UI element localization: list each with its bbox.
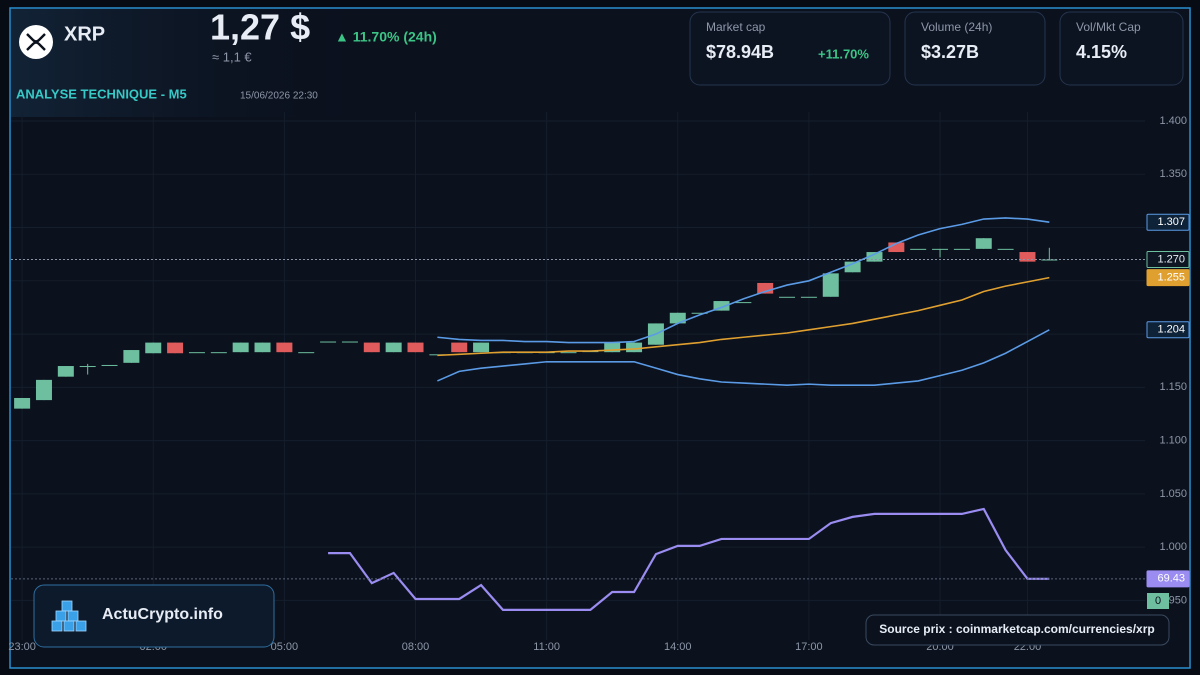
y-tick-label: 1.400 (1159, 115, 1187, 127)
change: ▲ 11.70% (24h) (335, 29, 437, 45)
candle-body (560, 352, 577, 354)
candle-body (800, 296, 817, 298)
x-tick-label: 23:00 (8, 641, 36, 653)
candle-body (932, 248, 949, 250)
candle-body (779, 296, 796, 298)
price-tag-label: 1.204 (1157, 324, 1185, 336)
candle-body (691, 312, 708, 314)
price: 1,27 $ (210, 7, 310, 48)
y-tick-label: 1.000 (1159, 541, 1187, 553)
candle-body (14, 397, 31, 409)
candle-body (167, 342, 184, 354)
candle-body (1041, 259, 1058, 261)
candle-body (822, 273, 839, 297)
x-tick-label: 08:00 (402, 641, 430, 653)
card-value: 4.15% (1076, 42, 1127, 62)
candle-body (713, 301, 730, 311)
symbol: XRP (64, 23, 105, 45)
card-change: +11.70% (818, 46, 869, 61)
candle-body (341, 341, 358, 343)
card-label: Vol/Mkt Cap (1076, 20, 1141, 34)
price-tag-label: 69.43 (1157, 573, 1185, 585)
candle-body (57, 366, 74, 377)
source-box (865, 614, 1170, 646)
logo-mark (26, 33, 46, 51)
y-tick-label: 1.100 (1159, 434, 1187, 446)
indicator-line (437, 217, 1050, 344)
price-tag (1146, 570, 1190, 588)
price-tag (1146, 321, 1190, 339)
candle-body (735, 302, 752, 304)
candle-body (910, 248, 927, 250)
candle-body (385, 342, 402, 353)
card (689, 11, 891, 86)
price-tag (1146, 269, 1190, 287)
indicator-line (437, 329, 1050, 386)
card (1059, 11, 1184, 86)
volume-tag-label: 0 (1155, 595, 1161, 607)
y-tick-label: 1.350 (1159, 168, 1187, 180)
card-value: $3.27B (921, 42, 979, 62)
candle-body (363, 342, 380, 353)
y-tick-label: 1.050 (1159, 488, 1187, 500)
candle-body (626, 342, 643, 353)
candle-body (145, 342, 162, 354)
candle-body (320, 341, 337, 343)
candle-body (35, 379, 52, 401)
candle-body (79, 366, 96, 368)
candle-body (254, 342, 271, 353)
price-tag (1146, 213, 1190, 231)
candle-body (975, 238, 992, 249)
candle-body (844, 261, 861, 273)
volume-tag (1147, 593, 1169, 609)
brand-logo (51, 600, 87, 632)
price-eur: ≈ 1,1 € (212, 49, 252, 64)
plot: 1.4001.3501.3001.2501.2001.1501.1001.050… (8, 112, 1190, 653)
candle-body (210, 352, 227, 354)
candle-body (232, 342, 249, 353)
candle-body (473, 342, 490, 353)
card-label: Volume (24h) (921, 20, 992, 34)
price-tag-label: 1.255 (1157, 272, 1185, 284)
brand-box (33, 584, 275, 648)
indicator-line (437, 276, 1050, 357)
x-tick-label: 11:00 (533, 641, 560, 653)
candle-body (407, 342, 424, 353)
frame (9, 7, 1191, 669)
indicator-line (328, 507, 1050, 611)
card (904, 11, 1046, 86)
candle-body (604, 342, 621, 353)
candle-body (757, 282, 774, 294)
x-tick-label: 14:00 (664, 641, 692, 653)
candle-body (123, 350, 140, 363)
candle-body (997, 248, 1014, 250)
candle-body (1019, 252, 1036, 262)
candle-body (188, 352, 205, 354)
price-tag-label: 1.307 (1157, 216, 1185, 228)
header-panel (11, 9, 371, 117)
candle-body (953, 248, 970, 250)
source: Source prix : coinmarketcap.com/currenci… (879, 622, 1154, 636)
x-tick-label: 17:00 (795, 641, 823, 653)
x-tick-label: 05:00 (271, 641, 299, 653)
brand: ActuCrypto.info (102, 606, 223, 623)
candle-body (276, 342, 293, 353)
card-label: Market cap (706, 20, 766, 34)
candle-body (451, 342, 468, 353)
candle-body (298, 352, 315, 354)
candle-body (101, 364, 118, 366)
price-tag-label: 1.270 (1157, 253, 1185, 265)
price-tag (1146, 251, 1190, 269)
card-value: $78.94B (706, 42, 774, 62)
timestamp: 15/06/2026 22:30 (240, 91, 318, 102)
candle-body (888, 242, 905, 253)
y-tick-label: 1.150 (1159, 381, 1187, 393)
candle-body (866, 252, 883, 262)
section: ANALYSE TECHNIQUE - M5 (16, 86, 187, 101)
candle-body (669, 312, 686, 324)
